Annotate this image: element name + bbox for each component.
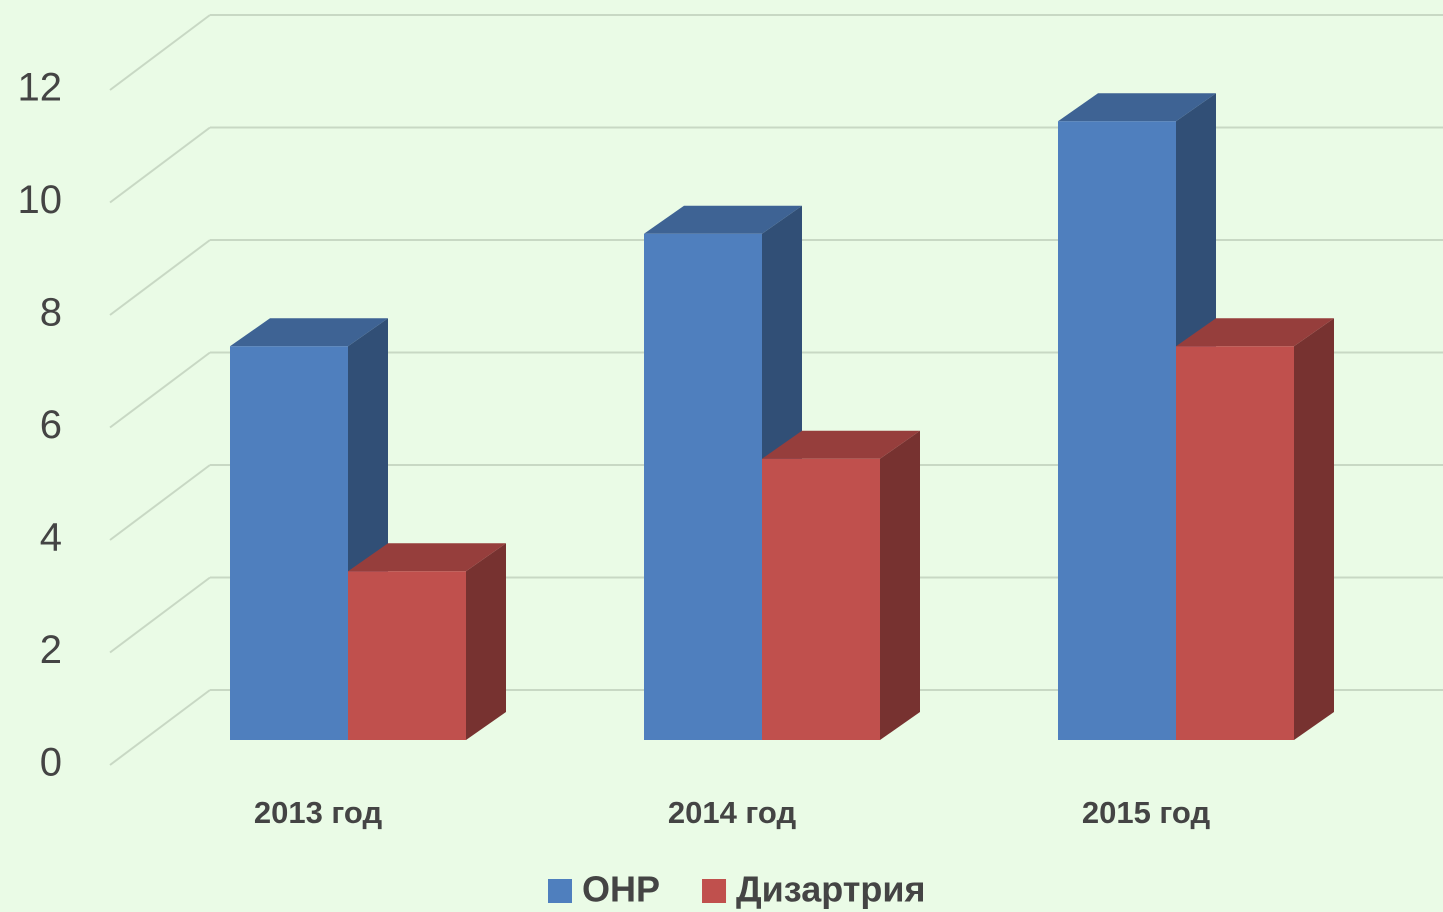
- bar-side: [880, 430, 920, 740]
- legend-label: Дизартрия: [736, 869, 926, 910]
- bar-top: [230, 318, 388, 347]
- bar: [1058, 121, 1176, 740]
- grid-line: [109, 126, 211, 204]
- bar: [348, 571, 466, 740]
- y-tick-label: 12: [18, 66, 63, 110]
- bar-top: [1058, 93, 1216, 122]
- bar-top: [762, 430, 920, 459]
- x-tick-label: 2013 год: [254, 795, 383, 830]
- legend-swatch: [548, 879, 572, 903]
- x-tick-label: 2015 год: [1082, 795, 1211, 830]
- grid-line: [109, 239, 211, 316]
- grid-line: [109, 576, 211, 654]
- y-tick-label: 2: [40, 628, 62, 672]
- y-tick-label: 10: [18, 178, 63, 222]
- grid-line: [109, 14, 211, 91]
- x-tick-label: 2014 год: [668, 795, 797, 830]
- bar-top: [1176, 318, 1334, 347]
- y-tick-label: 6: [40, 403, 62, 447]
- bar: [1176, 346, 1294, 740]
- y-tick-label: 0: [40, 741, 62, 785]
- bar-side: [466, 543, 506, 740]
- grid-line: [109, 464, 211, 541]
- bar: [230, 346, 348, 740]
- legend-swatch: [702, 879, 727, 903]
- bar-top: [348, 543, 506, 572]
- grid-line: [109, 689, 211, 766]
- bar-top: [644, 205, 802, 234]
- bar: [644, 233, 762, 740]
- y-tick-label: 4: [40, 516, 62, 560]
- y-tick-label: 8: [40, 291, 62, 335]
- legend-label: ОНР: [582, 869, 660, 910]
- grid-line: [109, 351, 211, 429]
- bar-side: [1294, 318, 1334, 740]
- bar: [762, 458, 880, 740]
